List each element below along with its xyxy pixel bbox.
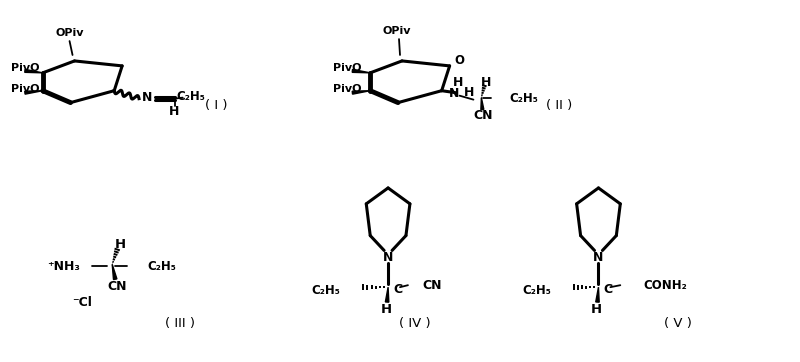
Text: CN: CN [423,279,442,292]
Text: H: H [169,105,179,118]
Text: C₂H₅: C₂H₅ [311,284,341,296]
Polygon shape [352,91,370,94]
Text: ( IV ): ( IV ) [399,317,430,331]
Text: PivO: PivO [11,63,39,73]
Polygon shape [112,264,117,279]
Text: O: O [454,54,465,67]
Polygon shape [352,70,370,73]
Text: ( I ): ( I ) [205,99,228,112]
Text: ( III ): ( III ) [165,317,194,331]
Text: H: H [381,303,392,316]
Text: H: H [114,238,126,251]
Polygon shape [25,91,42,94]
Text: H: H [591,303,602,316]
Text: C₂H₅: C₂H₅ [147,260,176,273]
Text: N: N [448,87,458,100]
Text: C₂H₅: C₂H₅ [176,90,205,103]
Text: ⁻Cl: ⁻Cl [73,295,93,308]
Text: C₂H₅: C₂H₅ [522,284,551,296]
Text: ⁺NH₃: ⁺NH₃ [47,260,81,273]
Text: C: C [603,283,613,296]
Text: OPiv: OPiv [382,26,411,36]
Polygon shape [481,98,484,110]
Text: C₂H₅: C₂H₅ [509,92,538,105]
Text: H: H [463,86,474,99]
Text: PivO: PivO [11,84,39,94]
Text: ( II ): ( II ) [546,99,572,112]
Polygon shape [596,287,599,302]
Text: CONH₂: CONH₂ [643,279,687,292]
Text: N: N [594,251,604,264]
Text: PivO: PivO [333,84,361,94]
Text: CN: CN [107,280,127,293]
Text: PivO: PivO [333,63,361,73]
Text: CN: CN [474,109,493,122]
Text: C: C [393,283,402,296]
Text: N: N [142,91,152,104]
Text: H: H [454,76,464,89]
Text: ( V ): ( V ) [664,317,692,331]
Polygon shape [25,70,42,73]
Text: H: H [481,76,491,89]
Text: N: N [383,251,394,264]
Text: OPiv: OPiv [55,28,84,38]
Polygon shape [386,287,389,302]
